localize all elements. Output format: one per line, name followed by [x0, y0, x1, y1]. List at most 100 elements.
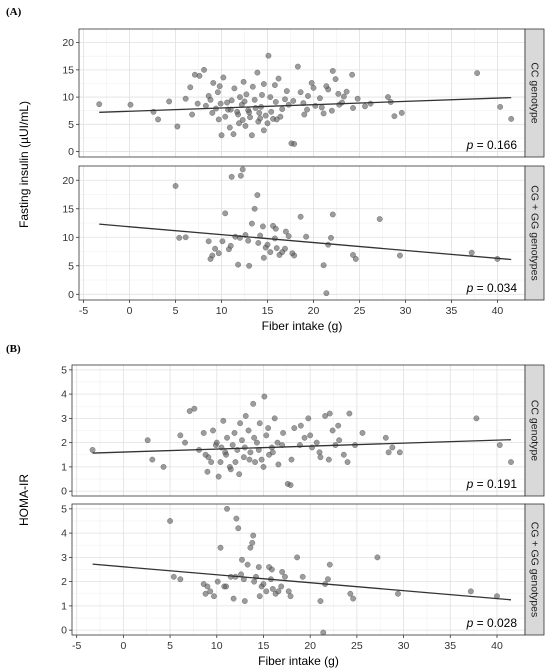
data-point — [202, 590, 209, 597]
p-value-annotation: p = 0.166 — [466, 138, 518, 152]
data-point — [263, 588, 270, 595]
data-point — [265, 425, 272, 432]
data-point — [149, 456, 156, 463]
data-point — [235, 525, 242, 532]
data-point — [257, 115, 264, 122]
data-point — [170, 573, 177, 580]
p-value-number: = 0.034 — [473, 281, 517, 295]
data-point — [271, 235, 278, 242]
data-point — [264, 120, 271, 127]
data-point — [268, 566, 275, 573]
data-point — [275, 588, 282, 595]
data-point — [89, 446, 96, 453]
data-point — [255, 564, 262, 571]
data-point — [391, 113, 398, 120]
data-point — [326, 561, 333, 568]
data-point — [239, 556, 245, 563]
data-point — [247, 114, 253, 121]
data-point — [260, 127, 267, 134]
x-tick-label: 10 — [216, 305, 228, 317]
data-point — [174, 123, 181, 130]
data-point — [349, 71, 356, 78]
plot-background — [79, 166, 525, 300]
data-point — [272, 99, 279, 105]
data-point — [228, 173, 235, 180]
data-point — [249, 539, 256, 546]
data-point — [325, 456, 332, 463]
data-point — [272, 225, 279, 232]
data-point — [268, 108, 275, 115]
data-point — [389, 444, 396, 451]
x-tick-label: 20 — [304, 640, 316, 652]
data-point — [242, 123, 249, 129]
data-point — [282, 228, 289, 235]
data-point — [239, 437, 245, 444]
x-tick-label: 10 — [211, 640, 223, 652]
p-value-annotation: p = 0.034 — [466, 281, 518, 295]
x-tick-label: 0 — [127, 305, 133, 317]
data-point — [167, 518, 174, 524]
data-point — [210, 427, 216, 434]
data-point — [255, 240, 262, 246]
data-point — [207, 588, 214, 595]
data-point — [287, 482, 294, 489]
data-point — [248, 132, 255, 139]
data-point — [259, 223, 266, 230]
data-point — [144, 437, 151, 444]
data-point — [172, 183, 179, 189]
data-point — [230, 595, 237, 602]
data-point — [177, 576, 184, 583]
data-point — [232, 459, 239, 465]
data-point — [202, 451, 209, 458]
data-point — [340, 451, 347, 458]
data-point — [211, 593, 217, 600]
panel-letter-b: (B) — [6, 343, 21, 355]
y-tick-label: 5 — [68, 260, 74, 272]
data-point — [329, 427, 336, 434]
data-point — [209, 109, 216, 116]
data-point — [240, 454, 247, 461]
x-tick-label: -5 — [79, 305, 88, 317]
data-point — [329, 67, 336, 74]
data-point — [317, 598, 324, 604]
data-point — [329, 211, 336, 218]
data-point — [282, 573, 288, 580]
data-point — [256, 420, 263, 427]
data-point — [215, 250, 222, 257]
data-point — [291, 140, 298, 147]
regression-line — [99, 96, 512, 113]
data-point — [230, 131, 237, 138]
x-tick-label: 25 — [351, 640, 363, 652]
p-value-annotation: p = 0.028 — [466, 616, 518, 630]
x-tick-label: 40 — [491, 640, 503, 652]
data-point — [241, 598, 248, 604]
data-point — [290, 97, 297, 104]
data-point — [508, 115, 515, 122]
data-point — [328, 234, 334, 241]
data-point — [269, 449, 276, 456]
data-point — [267, 94, 274, 101]
y-tick-label: 15 — [62, 203, 74, 215]
data-point — [251, 434, 258, 441]
data-point — [271, 415, 278, 422]
data-point — [207, 96, 214, 103]
data-point — [318, 104, 325, 111]
data-point — [395, 590, 401, 597]
data-point — [176, 234, 183, 241]
y-tick-label: 3 — [61, 552, 67, 564]
data-point — [346, 410, 353, 417]
y-tick-label: 3 — [61, 413, 67, 425]
data-point — [177, 432, 184, 439]
data-point — [354, 95, 361, 102]
data-point — [236, 120, 242, 127]
data-point — [294, 63, 301, 70]
x-tick-label: 5 — [167, 640, 173, 652]
x-tick-label: 40 — [492, 305, 504, 317]
data-point — [247, 449, 254, 456]
data-point — [264, 241, 271, 248]
data-point — [219, 238, 226, 245]
data-point — [304, 106, 311, 113]
data-point — [251, 205, 258, 212]
data-point — [376, 216, 383, 222]
data-point — [297, 89, 304, 96]
